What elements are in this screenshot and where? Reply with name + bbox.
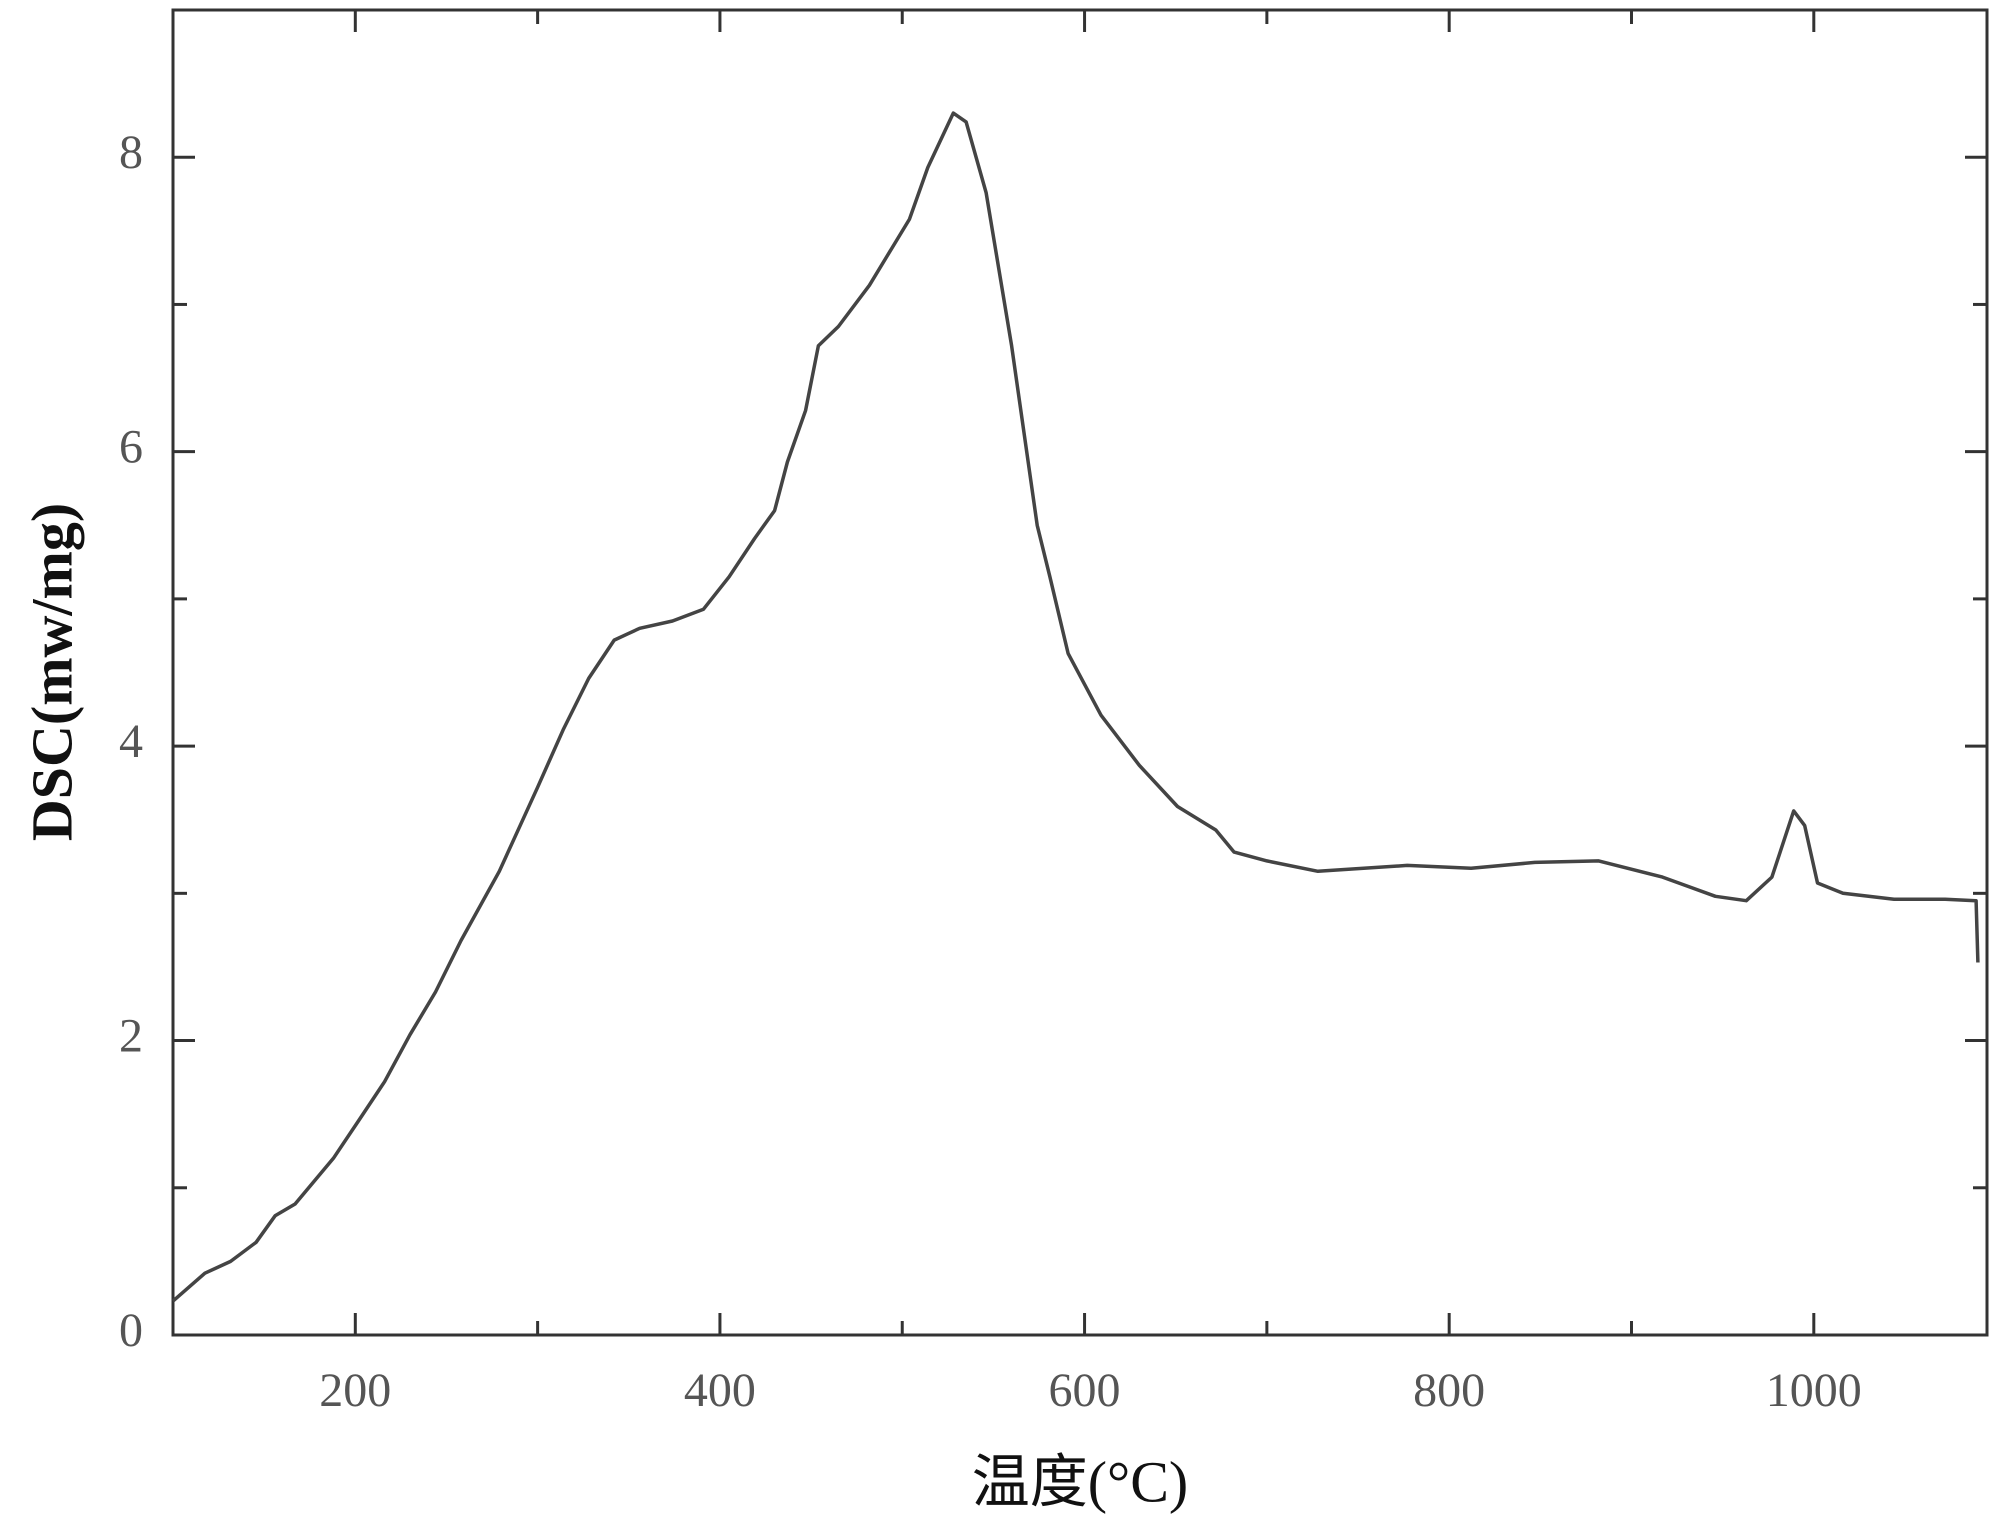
data-line: [171, 111, 1980, 1303]
x-tick-label: 200: [319, 1364, 391, 1417]
y-tick-label: 8: [119, 126, 143, 179]
y-axis-label: DSC(mw/mg): [19, 503, 84, 841]
y-tick-label: 2: [119, 1010, 143, 1063]
x-tick-label: 600: [1049, 1364, 1121, 1417]
plot-frame: [171, 8, 1989, 1337]
x-axis-label: 温度(°C): [972, 1449, 1189, 1514]
x-tick-label: 1000: [1766, 1364, 1862, 1417]
y-tick-label: 6: [119, 421, 143, 474]
y-tick-label: 4: [119, 715, 143, 768]
x-tick-label: 400: [684, 1364, 756, 1417]
x-tick-label: 800: [1413, 1364, 1485, 1417]
y-tick-label: 0: [119, 1304, 143, 1357]
